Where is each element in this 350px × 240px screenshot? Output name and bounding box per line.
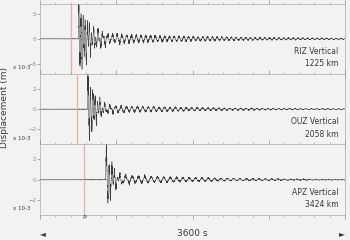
Text: Displacement (m): Displacement (m) <box>0 67 9 149</box>
Text: P: P <box>75 144 79 149</box>
Text: x 10-3: x 10-3 <box>13 206 30 211</box>
Text: x 10-3: x 10-3 <box>13 66 30 71</box>
Text: ◄: ◄ <box>40 229 46 238</box>
Text: P: P <box>83 215 86 220</box>
Text: P: P <box>69 74 72 79</box>
Text: RIZ Vertical
1225 km: RIZ Vertical 1225 km <box>294 47 339 68</box>
Text: OUZ Vertical
2058 km: OUZ Vertical 2058 km <box>291 117 339 139</box>
Text: x 10-3: x 10-3 <box>13 136 30 141</box>
Text: ►: ► <box>339 229 345 238</box>
Text: 3600 s: 3600 s <box>177 229 208 238</box>
Text: APZ Vertical
3424 km: APZ Vertical 3424 km <box>292 188 339 209</box>
